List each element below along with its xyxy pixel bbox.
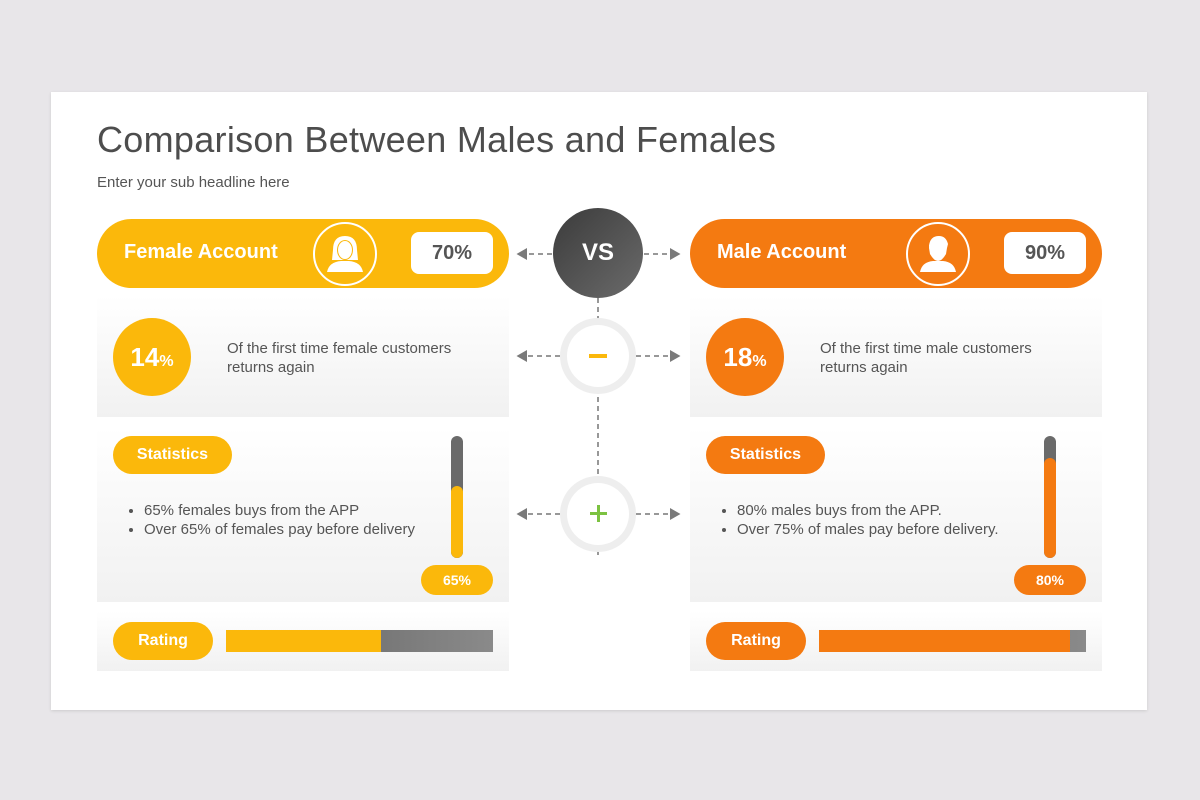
male-return-unit: % [752,353,767,370]
page-subtitle: Enter your sub headline here [97,174,290,191]
female-stats-bar-fill [451,486,463,558]
page-title: Comparison Between Males and Females [97,119,777,160]
minus-icon [560,318,636,394]
male-return-card: 18% Of the first time male customers ret… [690,296,1102,417]
male-rating-bar-fill [819,630,1070,652]
male-stats-card: Statistics 80% males buys from the APP. … [690,427,1102,602]
male-return-badge: 18% [706,318,784,396]
female-account-percent: 70% [411,232,493,274]
vs-circle [553,208,643,298]
female-stats-percent: 65% [421,565,493,595]
male-avatar-icon [906,222,970,286]
male-stats-bar [1044,436,1056,558]
male-stats-list: 80% males buys from the APP. Over 75% of… [715,501,999,539]
female-return-unit: % [159,353,174,370]
female-return-card: 14% Of the first time female customers r… [97,296,509,417]
male-account-percent: 90% [1004,232,1086,274]
male-stats-bar-fill [1044,457,1056,558]
male-stats-item: 80% males buys from the APP. [737,501,999,520]
male-stats-percent: 80% [1014,565,1086,595]
vs-label: VS [581,239,614,266]
male-rating-card: Rating [690,611,1102,671]
female-stats-bar [451,436,463,558]
female-account-pill: Female Account 70% [97,219,509,288]
female-stats-card: Statistics 65% females buys from the APP… [97,427,509,602]
female-statistics-tag: Statistics [113,436,232,474]
female-stats-item: 65% females buys from the APP [144,501,415,520]
male-return-text: Of the first time male customers returns… [820,340,1032,376]
female-account-label: Female Account [124,241,278,263]
plus-icon [560,476,636,552]
female-rating-tag: Rating [113,622,213,660]
female-stats-list: 65% females buys from the APP Over 65% o… [122,501,415,539]
male-return-value: 18 [723,342,753,372]
male-rating-bar [819,630,1086,652]
male-account-pill: Male Account 90% [690,219,1102,288]
female-rating-card: Rating [97,611,509,671]
male-account-label: Male Account [717,241,847,263]
male-stats-item: Over 75% of males pay before delivery. [737,520,999,539]
female-avatar-icon [313,222,377,286]
male-rating-tag: Rating [706,622,806,660]
female-rating-bar-fill [226,630,381,652]
female-return-text: Of the first time female customers retur… [227,340,452,376]
male-statistics-tag: Statistics [706,436,825,474]
female-rating-bar [226,630,493,652]
female-stats-item: Over 65% of females pay before delivery [144,520,415,539]
female-return-badge: 14% [113,318,191,396]
female-return-value: 14 [130,342,160,372]
